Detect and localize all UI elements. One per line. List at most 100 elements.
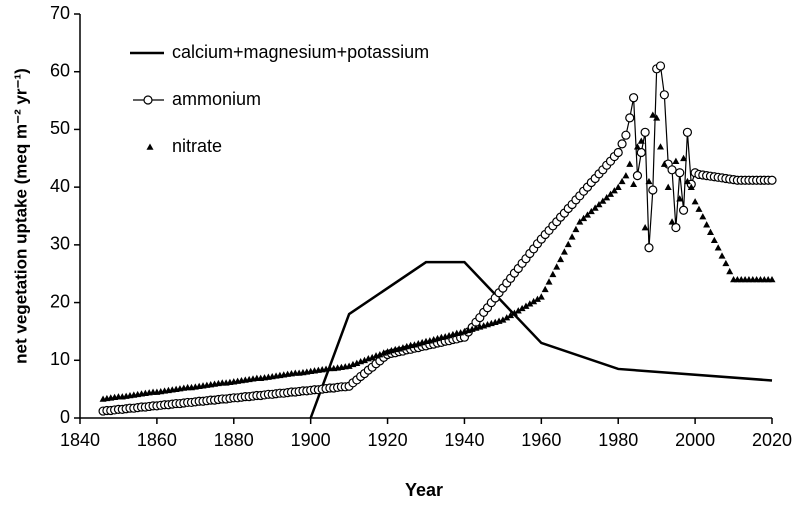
x-tick-label: 1860 bbox=[137, 430, 177, 450]
point bbox=[360, 356, 368, 364]
point bbox=[637, 137, 645, 144]
x-tick-label: 1960 bbox=[521, 430, 561, 450]
legend-label: ammonium bbox=[172, 89, 261, 109]
point bbox=[613, 147, 623, 158]
point bbox=[610, 187, 618, 194]
point bbox=[680, 154, 688, 162]
y-tick-label: 50 bbox=[50, 118, 70, 138]
point bbox=[503, 314, 511, 321]
point bbox=[607, 190, 615, 197]
x-tick-label: 1880 bbox=[214, 430, 254, 450]
legend-label: calcium+magnesium+potassium bbox=[172, 42, 429, 62]
legend-swatch bbox=[146, 143, 154, 150]
point bbox=[510, 309, 518, 316]
x-axis-title: Year bbox=[405, 480, 443, 500]
point bbox=[595, 200, 603, 208]
point bbox=[678, 205, 689, 215]
point bbox=[625, 113, 635, 123]
point bbox=[603, 194, 611, 201]
point bbox=[649, 111, 657, 118]
point bbox=[621, 130, 631, 140]
x-tick-label: 2020 bbox=[752, 430, 792, 450]
x-tick-label: 1980 bbox=[598, 430, 638, 450]
point bbox=[641, 224, 649, 231]
point bbox=[682, 127, 693, 137]
y-tick-label: 40 bbox=[50, 176, 70, 196]
y-tick-label: 20 bbox=[50, 291, 70, 311]
point bbox=[767, 175, 777, 185]
point bbox=[376, 351, 384, 358]
point bbox=[514, 307, 522, 314]
point bbox=[576, 218, 584, 225]
point bbox=[671, 222, 681, 233]
point bbox=[518, 304, 526, 312]
x-tick-label: 2000 bbox=[675, 430, 715, 450]
point bbox=[672, 157, 680, 164]
point bbox=[683, 177, 691, 185]
point bbox=[655, 61, 666, 71]
point bbox=[549, 270, 557, 278]
point bbox=[648, 185, 658, 195]
point bbox=[599, 197, 607, 204]
point bbox=[632, 171, 643, 181]
point bbox=[564, 240, 572, 248]
y-tick-label: 70 bbox=[50, 3, 70, 23]
point bbox=[545, 278, 553, 285]
y-axis-title: net vegetation uptake (meq m⁻² yr⁻¹) bbox=[11, 68, 30, 364]
point bbox=[499, 316, 507, 323]
point bbox=[675, 168, 685, 178]
point bbox=[533, 295, 541, 302]
point bbox=[699, 213, 707, 220]
y-tick-label: 60 bbox=[50, 60, 70, 80]
x-tick-label: 1940 bbox=[444, 430, 484, 450]
point bbox=[640, 127, 650, 137]
point bbox=[644, 243, 654, 253]
point bbox=[667, 165, 677, 175]
point bbox=[636, 147, 646, 158]
series-line bbox=[102, 64, 772, 412]
point bbox=[710, 236, 718, 244]
point bbox=[718, 252, 726, 259]
point bbox=[660, 160, 668, 167]
point bbox=[557, 255, 565, 263]
x-tick-label: 1840 bbox=[60, 430, 100, 450]
point bbox=[622, 172, 630, 179]
point bbox=[580, 214, 588, 222]
point bbox=[668, 218, 676, 225]
x-tick-label: 1920 bbox=[368, 430, 408, 450]
point bbox=[722, 259, 730, 267]
y-tick-label: 10 bbox=[50, 349, 70, 369]
point bbox=[572, 225, 580, 233]
point bbox=[687, 183, 695, 190]
point bbox=[353, 359, 361, 366]
point bbox=[507, 311, 515, 319]
point bbox=[626, 160, 634, 167]
point bbox=[659, 90, 669, 100]
point bbox=[583, 211, 591, 218]
y-tick-label: 30 bbox=[50, 234, 70, 254]
point bbox=[345, 362, 353, 369]
legend-swatch bbox=[143, 95, 153, 105]
point bbox=[537, 293, 545, 300]
point bbox=[628, 93, 639, 103]
point bbox=[630, 180, 638, 188]
point bbox=[768, 275, 776, 283]
point bbox=[526, 300, 534, 307]
series-line bbox=[309, 260, 773, 419]
point bbox=[695, 205, 703, 212]
point bbox=[541, 285, 549, 293]
point bbox=[614, 183, 622, 190]
point bbox=[726, 267, 734, 275]
point bbox=[645, 177, 653, 185]
point bbox=[618, 177, 626, 185]
y-tick-label: 0 bbox=[60, 407, 70, 427]
point bbox=[522, 302, 530, 309]
point bbox=[691, 198, 699, 205]
point bbox=[553, 263, 561, 270]
point bbox=[587, 207, 595, 215]
point bbox=[368, 353, 376, 361]
point bbox=[714, 244, 722, 251]
point bbox=[657, 143, 665, 150]
